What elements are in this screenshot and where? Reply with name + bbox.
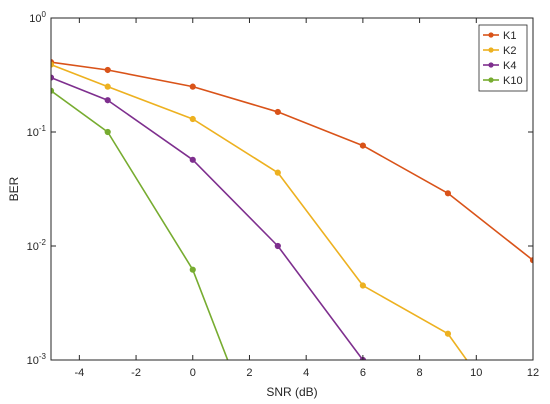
legend-label: K4 xyxy=(503,60,516,72)
x-tick-label: 8 xyxy=(417,367,423,379)
data-point-k1-3 xyxy=(274,108,281,116)
data-point-k2-1 xyxy=(104,83,111,90)
legend-swatch-marker xyxy=(488,32,494,38)
data-point-k2-3 xyxy=(274,169,281,176)
series-k1 xyxy=(51,59,533,264)
data-point-k2-4 xyxy=(359,282,366,289)
data-point-k2-2 xyxy=(189,115,196,123)
series-line-k10 xyxy=(51,90,229,360)
legend-entry-k4: K4 xyxy=(483,60,516,72)
y-tick-label: 10-3 xyxy=(27,352,47,367)
x-tick-label: 12 xyxy=(527,367,539,379)
legend-swatch-marker xyxy=(488,77,494,83)
legend-label: K10 xyxy=(503,75,523,87)
y-tick-label: 10-2 xyxy=(27,238,47,253)
legend-swatch-marker xyxy=(488,62,494,68)
data-point-k4-3 xyxy=(274,242,281,250)
plot-frame xyxy=(50,17,534,361)
data-point-k2-5 xyxy=(444,330,452,337)
legend-label: K1 xyxy=(503,30,516,42)
series-k10 xyxy=(51,87,229,360)
data-point-k10-1 xyxy=(104,128,111,136)
legend-swatch-marker xyxy=(488,47,494,53)
x-tick-label: 4 xyxy=(303,367,309,379)
data-point-k1-4 xyxy=(359,142,366,149)
y-axis-title: BER xyxy=(7,176,21,201)
data-point-k10-2 xyxy=(189,266,196,273)
series-k4 xyxy=(51,74,366,360)
y-tick-label: 100 xyxy=(29,10,46,25)
x-tick-label: 6 xyxy=(360,367,366,379)
plot-background xyxy=(51,18,533,360)
x-tick-label: 0 xyxy=(190,367,196,379)
data-point-k4-2 xyxy=(189,156,196,163)
legend-label: K2 xyxy=(503,45,516,57)
data-point-k1-2 xyxy=(189,83,196,90)
data-point-k2-6 xyxy=(479,379,484,384)
data-point-k1-6 xyxy=(529,257,533,264)
x-axis-ticks: -4 -2 0 2 4 6 8 10 12 xyxy=(74,18,539,379)
x-tick-label: 10 xyxy=(470,367,482,379)
series-k2 xyxy=(51,61,484,384)
x-tick-label: -2 xyxy=(131,367,141,379)
series-layer xyxy=(51,59,533,384)
legend-entry-k10: K10 xyxy=(483,75,523,87)
data-point-k1-5 xyxy=(444,190,452,197)
data-point-k4-1 xyxy=(104,97,111,104)
legend-entry-k1: K1 xyxy=(483,30,516,42)
legend-entry-k2: K2 xyxy=(483,45,516,57)
x-tick-label: -4 xyxy=(74,367,84,379)
x-axis-title: SNR (dB) xyxy=(266,385,317,399)
legend: K1 K2 K4 K10 xyxy=(478,24,528,92)
data-point-k1-1 xyxy=(104,66,111,74)
x-tick-label: 2 xyxy=(246,367,252,379)
y-tick-label: 10-1 xyxy=(27,124,47,139)
